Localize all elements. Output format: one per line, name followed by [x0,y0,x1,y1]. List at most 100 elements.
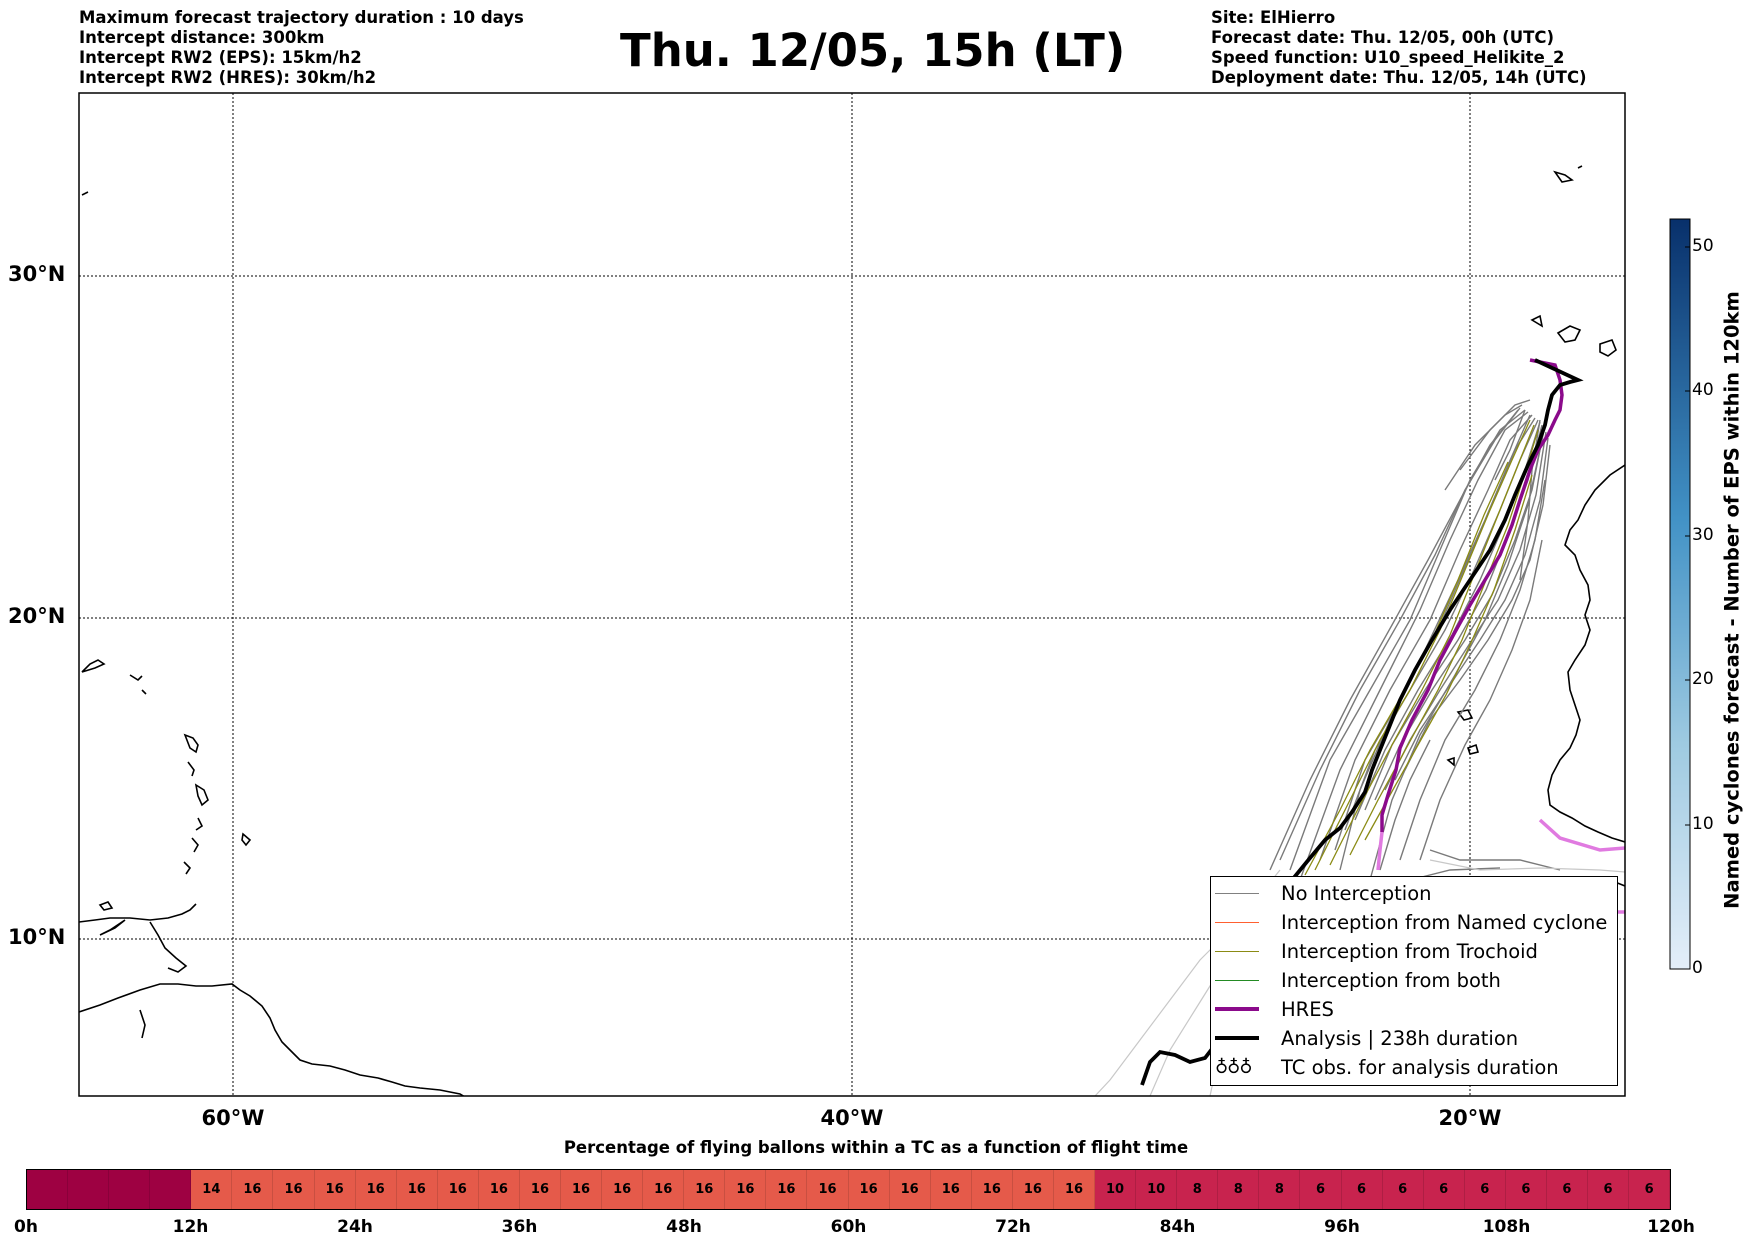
legend-item-trochoid: Interception from Trochoid [1215,939,1538,963]
percentage-cell: 16 [971,1170,1013,1209]
percentage-cell: 10 [1095,1170,1137,1209]
legend-item-hres: HRES [1215,997,1334,1021]
percentage-tick-label: 108h [1482,1217,1531,1237]
percentage-cell: 8 [1218,1170,1260,1209]
percentage-cell: 16 [848,1170,890,1209]
percentage-tick-label: 72h [995,1217,1031,1237]
legend-label: HRES [1281,997,1334,1021]
percentage-cell: 6 [1423,1170,1465,1209]
legend-swatch [1215,892,1259,894]
percentage-tick-label: 36h [501,1217,538,1237]
percentage-cell: 8 [1177,1170,1219,1209]
legend-label: Interception from Trochoid [1281,939,1538,963]
percentage-cell: 16 [396,1170,438,1209]
percentage-cell: 16 [1053,1170,1096,1209]
legend-swatch [1215,1036,1259,1040]
percentage-cell: 6 [1341,1170,1383,1209]
percentage-cell: 6 [1382,1170,1424,1209]
percentage-cell: 6 [1629,1170,1671,1209]
percentage-cell: 16 [602,1170,644,1209]
colorbar-tick-40: 40 [1692,380,1714,400]
percentage-cell: 6 [1300,1170,1342,1209]
site-text: Site: ElHierro [1211,8,1336,27]
legend-label: TC obs. for analysis duration [1281,1055,1559,1079]
percentage-cell: 6 [1464,1170,1506,1209]
eps-trochoid-trajectories [1304,419,1539,876]
map-frame [78,92,1626,1097]
header-left-info: Maximum forecast trajectory duration : 1… [79,8,524,88]
percentage-cell: 16 [1012,1170,1054,1209]
percentage-bar: 14 16 16 16 16 16 16 16 16 16 16 16 16 16 16 16 16 16 16 16… [26,1169,1671,1210]
legend-item-tc-obs: ♁♁♁ TC obs. for analysis duration [1215,1055,1559,1079]
legend-label: Interception from both [1281,968,1501,992]
cyclone-symbol-icon: ♁♁♁ [1215,1056,1253,1078]
percentage-cell: 16 [561,1170,603,1209]
percentage-cell: 16 [807,1170,849,1209]
map-legend: No Interception Interception from Named … [1210,876,1618,1086]
percentage-cell: 16 [889,1170,931,1209]
legend-swatch [1215,921,1259,923]
colorbar-tick-0: 0 [1692,958,1703,978]
percentage-cell: 16 [725,1170,767,1209]
percentage-tick-label: 96h [1324,1217,1360,1237]
legend-label: No Interception [1281,881,1432,905]
deployment-date-text: Deployment date: Thu. 12/05, 14h (UTC) [1211,68,1587,87]
page-title: Thu. 12/05, 15h (LT) [620,24,1126,77]
percentage-tick-label: 120h [1647,1217,1695,1237]
intercept-eps-text: Intercept RW2 (EPS): 15km/h2 [79,48,362,67]
percentage-tick-label: 24h [337,1217,373,1237]
lon-label-20w: 20°W [1438,1106,1502,1130]
percentage-cell: 6 [1505,1170,1547,1209]
percentage-cell: 16 [643,1170,685,1209]
percentage-cell: 14 [191,1170,233,1209]
legend-swatch [1215,1007,1259,1011]
forecast-date-text: Forecast date: Thu. 12/05, 00h (UTC) [1211,28,1555,47]
header-right-info: Site: ElHierro Forecast date: Thu. 12/05… [1211,8,1587,88]
percentage-tick-label: 84h [1159,1217,1196,1237]
percentage-cell: 16 [766,1170,808,1209]
intercept-distance-text: Intercept distance: 300km [79,28,325,47]
percentage-cell [27,1170,69,1209]
percentage-tick-label: 48h [666,1217,702,1237]
legend-label: Analysis | 238h duration [1281,1026,1519,1050]
legend-item-both: Interception from both [1215,968,1501,992]
lon-label-40w: 40°W [820,1106,884,1130]
percentage-cell [109,1170,151,1209]
colorbar-title: Named cyclones forecast - Number of EPS … [1720,291,1744,909]
percentage-cell: 16 [478,1170,520,1209]
colorbar-tick-30: 30 [1692,525,1714,545]
intercept-hres-text: Intercept RW2 (HRES): 30km/h2 [79,68,377,87]
hres-trajectory [1376,358,1625,871]
percentage-bar-title: Percentage of flying ballons within a TC… [563,1138,1189,1157]
percentage-tick-label: 60h [830,1217,867,1237]
percentage-cell: 16 [314,1170,356,1209]
percentage-cell: 16 [355,1170,397,1209]
colorbar [1669,218,1691,970]
lat-label-10n: 10°N [8,925,66,949]
colorbar-tick-10: 10 [1692,814,1714,834]
legend-label: Interception from Named cyclone [1281,910,1608,934]
lat-label-30n: 30°N [8,262,66,286]
percentage-cell: 16 [519,1170,562,1209]
percentage-cell [68,1170,110,1209]
colorbar-tick-20: 20 [1692,669,1714,689]
percentage-cell [150,1170,192,1209]
legend-swatch [1215,979,1259,981]
percentage-tick-label: 0h [14,1217,38,1237]
percentage-cell: 16 [437,1170,479,1209]
percentage-cell: 10 [1136,1170,1178,1209]
speed-function-text: Speed function: U10_speed_Helikite_2 [1211,48,1565,67]
lon-label-60w: 60°W [201,1106,265,1130]
lat-label-20n: 20°N [8,604,66,628]
eps-no-interception-trajectories [1269,399,1561,881]
percentage-cell: 8 [1259,1170,1301,1209]
percentage-tick-label: 12h [172,1217,209,1237]
percentage-cell: 16 [930,1170,972,1209]
percentage-cell: 6 [1546,1170,1588,1209]
legend-item-named-cyclone: Interception from Named cyclone [1215,910,1607,934]
legend-swatch [1215,950,1259,952]
legend-item-no-interception: No Interception [1215,881,1432,905]
legend-item-analysis: Analysis | 238h duration [1215,1026,1518,1050]
percentage-cell: 16 [273,1170,315,1209]
